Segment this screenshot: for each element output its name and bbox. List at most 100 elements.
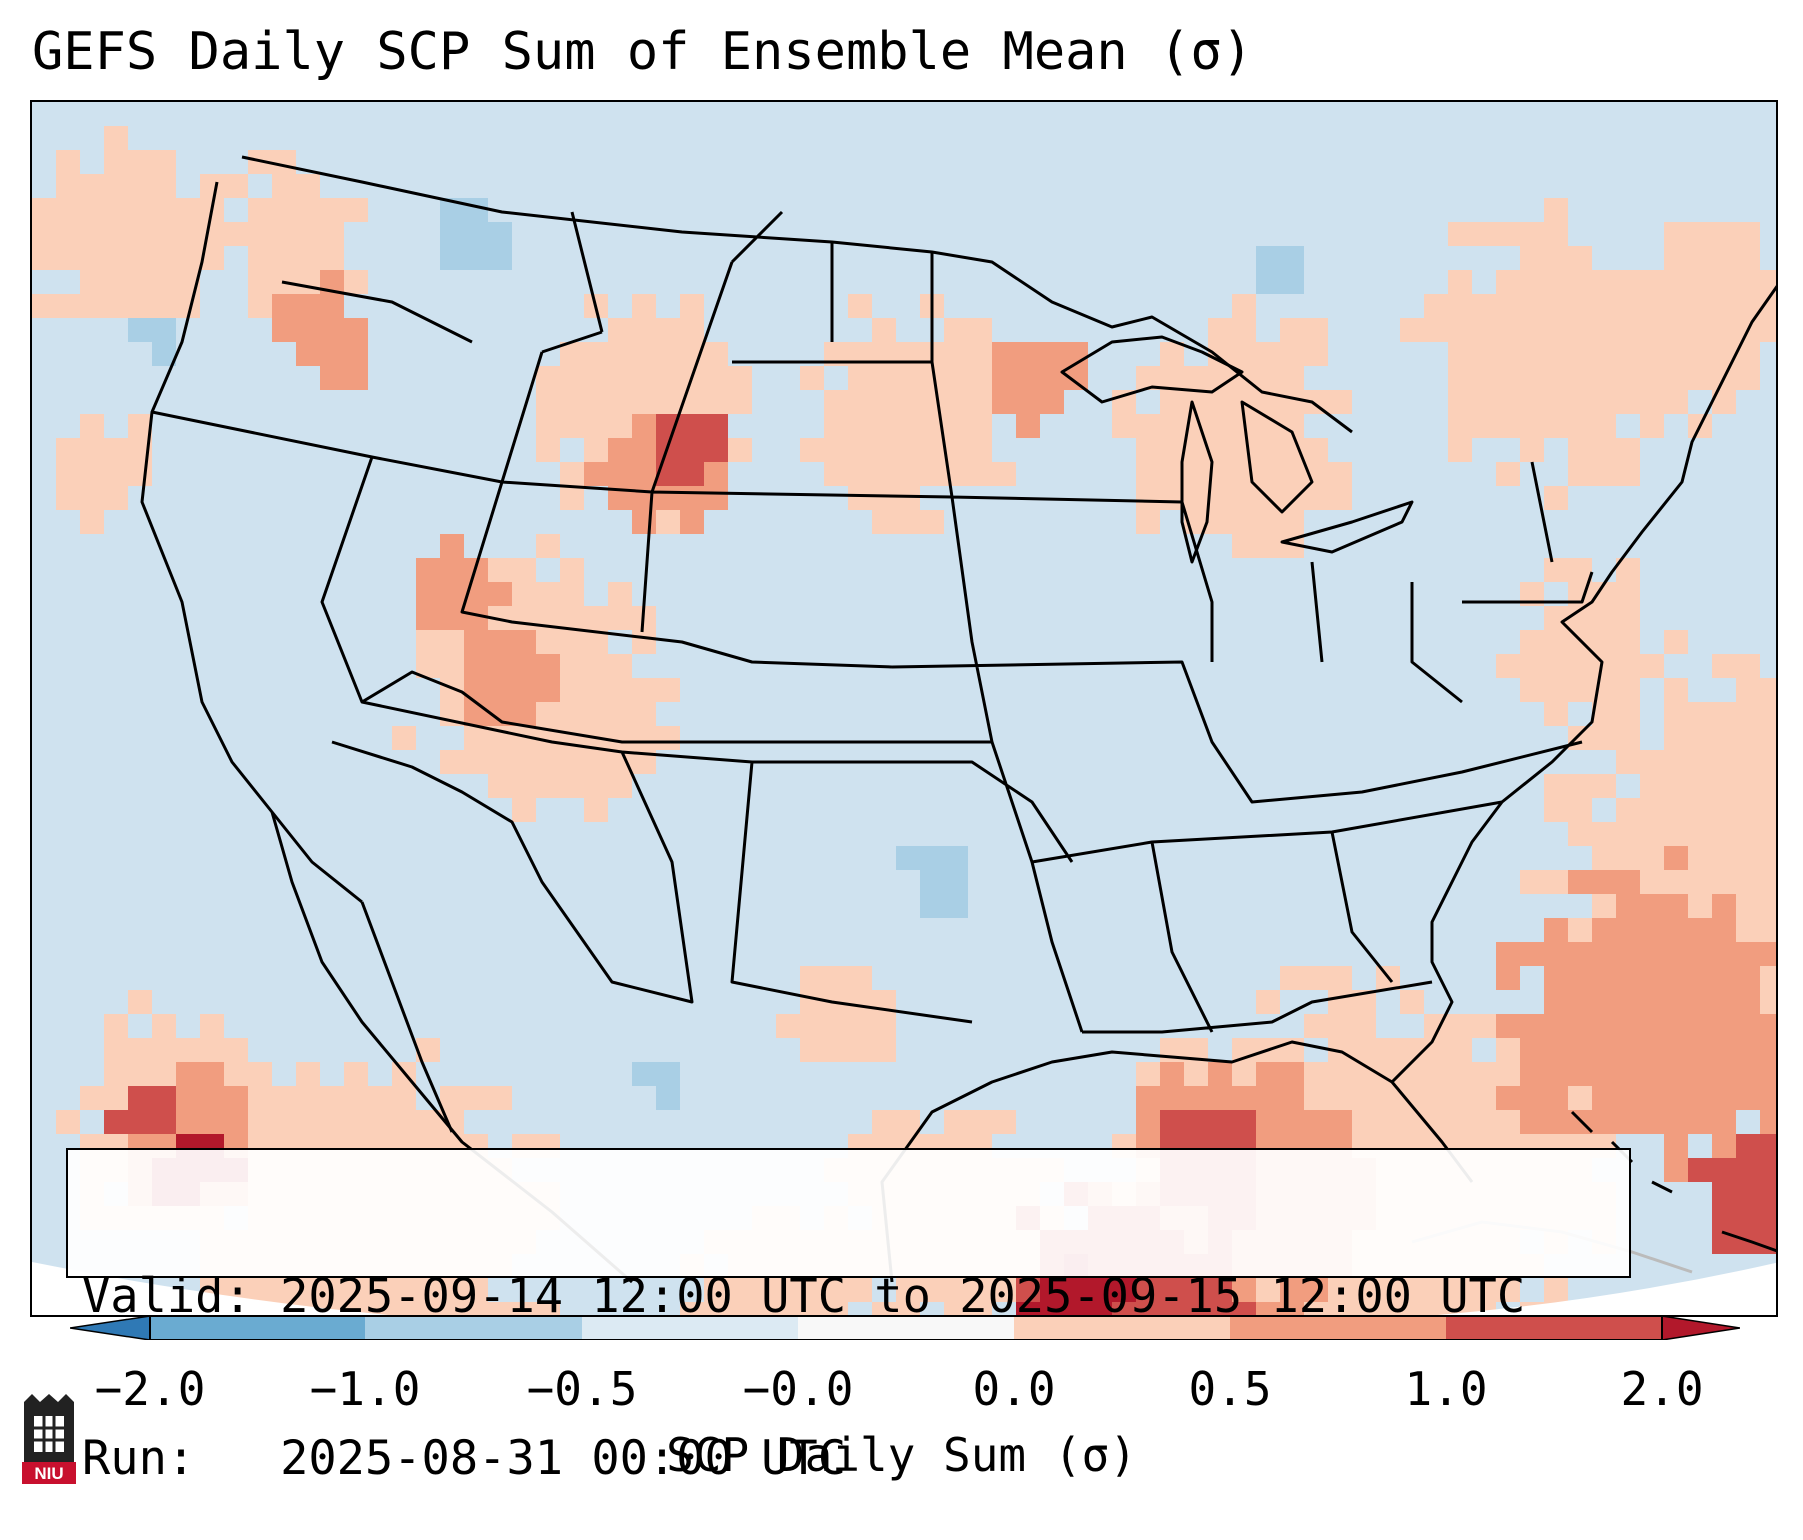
scp-cell	[152, 270, 176, 294]
scp-cell	[824, 390, 848, 414]
scp-cell	[1280, 1086, 1304, 1110]
scp-cell	[296, 1110, 320, 1134]
scp-cell	[584, 606, 608, 630]
scp-cell	[1520, 654, 1544, 678]
scp-cell	[1256, 438, 1280, 462]
scp-cell	[872, 438, 896, 462]
scp-cell	[1496, 414, 1520, 438]
scp-cell	[680, 510, 704, 534]
scp-cell	[320, 246, 344, 270]
scp-cell	[1712, 942, 1736, 966]
scp-cell	[1736, 222, 1760, 246]
scp-cell	[920, 462, 944, 486]
scp-cell	[224, 174, 248, 198]
scp-cell	[1472, 414, 1496, 438]
scp-cell	[1592, 942, 1616, 966]
scp-cell	[416, 582, 440, 606]
scp-cell	[1712, 822, 1736, 846]
scp-cell	[1472, 1110, 1496, 1134]
scp-cell	[848, 1038, 872, 1062]
scp-cell	[800, 1014, 824, 1038]
scp-cell	[272, 1110, 296, 1134]
scp-cell	[1160, 1278, 1184, 1302]
scp-cell	[1760, 1086, 1776, 1110]
scp-cell	[80, 438, 104, 462]
scp-cell	[200, 222, 224, 246]
scp-cell	[632, 342, 656, 366]
scp-cell	[1568, 1038, 1592, 1062]
scp-cell	[1280, 1062, 1304, 1086]
scp-cell	[1568, 678, 1592, 702]
scp-cell	[272, 318, 296, 342]
scp-cell	[824, 414, 848, 438]
scp-cell	[1328, 1086, 1352, 1110]
scp-cell	[464, 630, 488, 654]
scp-cell	[1496, 462, 1520, 486]
scp-cell	[56, 462, 80, 486]
scp-cell	[872, 390, 896, 414]
scp-cell	[416, 1110, 440, 1134]
scp-cell	[1160, 366, 1184, 390]
scp-cell	[1640, 870, 1664, 894]
scp-cell	[1688, 822, 1712, 846]
scp-cell	[1712, 294, 1736, 318]
colorbar-tick: −1.0	[309, 1362, 421, 1416]
scp-cell	[1640, 798, 1664, 822]
scp-cell	[1616, 582, 1640, 606]
svg-text:NIU: NIU	[34, 1464, 63, 1483]
scp-cell	[416, 1278, 440, 1302]
scp-cell	[632, 1062, 656, 1086]
scp-cell	[1664, 222, 1688, 246]
scp-cell	[536, 750, 560, 774]
scp-cell	[1544, 414, 1568, 438]
scp-cell	[1112, 414, 1136, 438]
scp-cell	[968, 414, 992, 438]
scp-cell	[1640, 846, 1664, 870]
scp-cell	[272, 294, 296, 318]
scp-cell	[1400, 1062, 1424, 1086]
scp-cell	[440, 558, 464, 582]
scp-cell	[272, 1086, 296, 1110]
scp-cell	[1520, 678, 1544, 702]
scp-cell	[896, 390, 920, 414]
scp-cell	[992, 366, 1016, 390]
gulf-of-california	[360, 901, 454, 1133]
scp-cell	[32, 294, 56, 318]
scp-cell	[1256, 1302, 1280, 1315]
scp-cell	[224, 1086, 248, 1110]
scp-cell	[944, 1278, 968, 1302]
scp-cell	[608, 342, 632, 366]
scp-cell	[1568, 318, 1592, 342]
scp-cell	[1544, 966, 1568, 990]
scp-cell	[1544, 1062, 1568, 1086]
scp-cell	[176, 1110, 200, 1134]
scp-cell	[128, 1086, 152, 1110]
scp-cell	[1448, 1302, 1472, 1315]
valid-time-line: Valid: 2025-09-14 12:00 UTC to 2025-09-1…	[82, 1269, 1526, 1324]
scp-cell	[272, 150, 296, 174]
scp-cell	[1592, 270, 1616, 294]
scp-cell	[80, 510, 104, 534]
scp-cell	[1160, 1062, 1184, 1086]
scp-cell	[1568, 798, 1592, 822]
colorbar-segment	[582, 1316, 798, 1340]
scp-cell	[992, 1278, 1016, 1302]
scp-cell	[824, 1278, 848, 1302]
scp-cell	[1640, 942, 1664, 966]
scp-cell	[680, 462, 704, 486]
scp-cell	[344, 1062, 368, 1086]
scp-cell	[512, 702, 536, 726]
scp-cell	[1592, 846, 1616, 870]
scp-cell	[1736, 1158, 1760, 1182]
scp-cell	[392, 1110, 416, 1134]
scp-cell	[1184, 366, 1208, 390]
scp-cell	[1736, 966, 1760, 990]
scp-cell	[1640, 750, 1664, 774]
scp-cell	[248, 198, 272, 222]
scp-cell	[800, 366, 824, 390]
scp-cell	[1136, 414, 1160, 438]
scp-cell	[104, 246, 128, 270]
scp-cell	[1736, 1206, 1760, 1230]
scp-cell	[704, 486, 728, 510]
scp-cell	[560, 462, 584, 486]
